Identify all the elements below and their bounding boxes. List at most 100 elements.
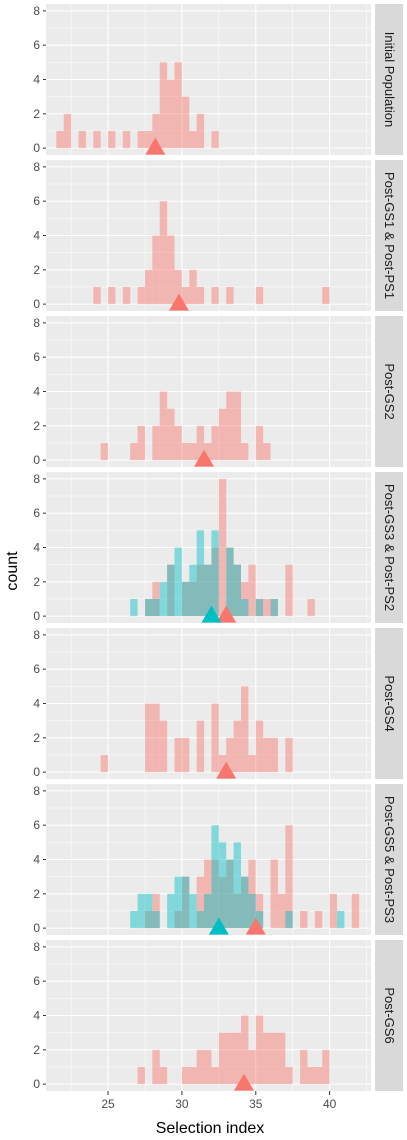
y-tick-label: 0	[33, 921, 40, 935]
y-tick-label: 8	[33, 940, 40, 954]
mean-marker-triangle	[194, 449, 215, 467]
histogram-bar	[204, 564, 212, 617]
histogram-bar	[167, 408, 175, 461]
histogram-bar	[204, 564, 212, 617]
facet-panels: 0 2 4 6 8 Initial Population 0 2 4 6 8 Post-GS1 & P…	[33, 4, 403, 1091]
histogram-bar	[233, 893, 241, 929]
y-tick-label: 2	[33, 575, 40, 589]
histogram-bar	[241, 442, 249, 461]
histogram-bar	[255, 598, 264, 617]
histogram-bar	[211, 1066, 219, 1085]
mean-marker-triangle	[208, 917, 229, 935]
histogram-bar	[226, 1032, 234, 1085]
histogram-bar	[226, 859, 234, 929]
histogram-bar	[351, 893, 360, 929]
histogram-bar	[329, 893, 338, 929]
mean-marker-triangle	[145, 137, 166, 155]
histogram-bar	[248, 1049, 256, 1085]
histogram-bar	[300, 1049, 308, 1085]
histogram-bar	[204, 442, 212, 461]
x-tick-label: 40	[323, 1097, 337, 1111]
histogram-bar	[226, 547, 234, 617]
y-tick-label: 2	[33, 731, 40, 745]
histogram-bar	[174, 547, 182, 617]
y-tick-label: 0	[33, 609, 40, 623]
y-tick-label: 6	[33, 818, 40, 832]
facet-strip-label: Post-GS5 & Post-PS3	[382, 796, 397, 923]
histogram-bar	[152, 581, 160, 617]
histogram-bar	[226, 737, 234, 773]
histogram-bar	[196, 564, 205, 617]
histogram-bar	[322, 286, 330, 305]
facet-strip	[375, 940, 403, 1091]
x-axis-title: Selection index	[156, 1120, 265, 1137]
histogram-bar	[196, 425, 205, 461]
histogram-bar	[181, 737, 190, 773]
histogram-bar	[196, 720, 205, 773]
histogram-bar	[255, 1015, 264, 1085]
histogram-bar	[337, 910, 345, 929]
histogram-bar	[152, 598, 160, 617]
histogram-bar	[181, 96, 190, 149]
histogram-bar	[159, 1066, 168, 1085]
facet-panel: 0 2 4 6 8 Post-GS1 & Post-PS1	[33, 160, 403, 311]
histogram-bar	[152, 703, 160, 773]
histogram-bar	[152, 910, 160, 929]
histogram-bar	[137, 286, 145, 305]
histogram-bar	[108, 130, 116, 149]
histogram-bar	[263, 737, 271, 773]
histogram-bar	[93, 130, 101, 149]
facet-panel: 0 2 4 6 8 Post-GS5 & Post-PS3	[33, 784, 403, 935]
histogram-bar	[322, 1049, 330, 1085]
facet-panel: 0 2 4 6 8 Post-GS2	[33, 316, 403, 467]
histogram-bar	[137, 425, 145, 461]
histogram-bar	[130, 598, 138, 617]
histogram-bar	[241, 598, 249, 617]
histogram-bar	[152, 235, 160, 305]
histogram-bar	[218, 408, 227, 461]
histogram-bar	[181, 581, 190, 617]
histogram-bar	[218, 842, 227, 929]
histogram-bar	[263, 1032, 271, 1085]
histogram-bar	[122, 130, 131, 149]
histogram-bar	[174, 876, 182, 929]
mean-marker-triangle	[168, 293, 189, 311]
histogram-bar	[255, 893, 264, 929]
histogram-bar	[218, 478, 227, 617]
histogram-bar	[122, 286, 131, 305]
y-tick-label: 8	[33, 4, 40, 18]
histogram-bar	[108, 286, 116, 305]
mean-marker-triangle	[245, 917, 266, 935]
histogram-bar	[285, 1066, 293, 1085]
histogram-bar	[152, 425, 160, 461]
histogram-bar	[211, 286, 219, 305]
y-tick-label: 6	[33, 38, 40, 52]
histogram-bar	[241, 876, 249, 929]
histogram-bar	[196, 910, 205, 929]
facet-strip-label: Post-GS1 & Post-PS1	[382, 172, 397, 299]
facet-strip	[375, 316, 403, 467]
y-tick-label: 2	[33, 1043, 40, 1057]
histogram-bar	[167, 564, 175, 617]
y-tick-label: 2	[33, 107, 40, 121]
histogram-bar	[277, 1032, 286, 1085]
histogram-bar	[307, 598, 315, 617]
histogram-bar	[159, 581, 168, 617]
histogram-bar	[93, 286, 101, 305]
histogram-bar	[241, 1015, 249, 1085]
histogram-bar	[189, 442, 197, 461]
histogram-bar	[241, 876, 249, 929]
histogram-bar	[152, 893, 160, 929]
histogram-bar	[159, 201, 168, 305]
histogram-bar	[226, 859, 234, 929]
facet-panel: 0 2 4 6 8 Post-GS4	[33, 628, 403, 779]
histogram-bar	[144, 703, 153, 773]
facet-strip	[375, 628, 403, 779]
y-tick-label: 8	[33, 160, 40, 174]
y-tick-label: 0	[33, 453, 40, 467]
facet-strip-label: Post-GS6	[382, 987, 397, 1043]
histogram-bar	[218, 876, 227, 929]
histogram-bar	[226, 286, 234, 305]
histogram-bar	[167, 564, 175, 617]
histogram-bar	[211, 530, 219, 617]
